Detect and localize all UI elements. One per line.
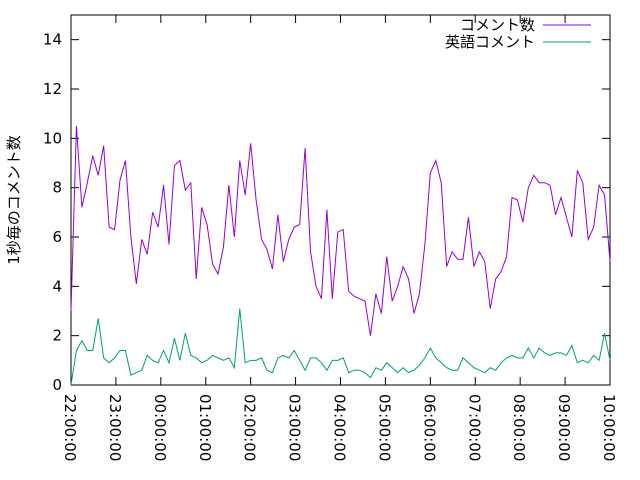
- y-tick-label: 6: [52, 228, 62, 246]
- legend-label-0: コメント数: [460, 16, 535, 34]
- x-axis-ticks: 22:00:00 23:00:00 00:00:00 01:00:00 02:00:00…: [61, 15, 618, 461]
- x-tick-label: 07:00:00: [465, 394, 483, 461]
- series-line-1: [70, 308, 611, 386]
- x-tick-label: 08:00:00: [510, 394, 528, 461]
- y-tick-label: 10: [43, 129, 62, 147]
- x-tick-label: 23:00:00: [106, 394, 124, 461]
- x-tick-label: 22:00:00: [61, 394, 79, 461]
- plot-frame: [70, 14, 611, 386]
- x-tick-label: 05:00:00: [375, 394, 393, 461]
- x-tick-label: 03:00:00: [286, 394, 304, 461]
- y-tick-label: 0: [52, 376, 62, 394]
- series-lines: [70, 125, 611, 386]
- x-tick-label: 04:00:00: [331, 394, 349, 461]
- x-tick-label: 02:00:00: [241, 394, 259, 461]
- x-tick-label: 01:00:00: [196, 394, 214, 461]
- x-tick-label: 06:00:00: [420, 394, 438, 461]
- x-tick-label: 00:00:00: [151, 394, 169, 461]
- y-tick-label: 14: [43, 31, 62, 49]
- series-line-0: [70, 125, 611, 336]
- y-tick-label: 2: [52, 327, 62, 345]
- y-tick-label: 8: [52, 179, 62, 197]
- x-tick-label: 09:00:00: [555, 394, 573, 461]
- x-tick-label: 10:00:00: [600, 394, 618, 461]
- y-axis-label: 1秒毎のコメント数: [5, 135, 23, 265]
- legend-label-1: 英語コメント: [445, 33, 535, 51]
- y-tick-label: 12: [43, 80, 62, 98]
- y-tick-label: 4: [52, 277, 62, 295]
